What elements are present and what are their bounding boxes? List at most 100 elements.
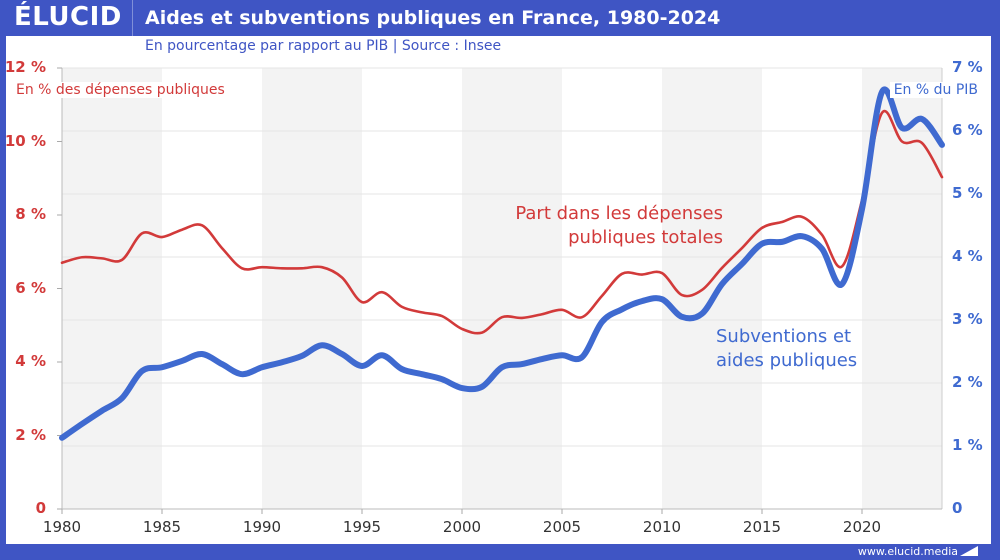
data-point-subventions — [679, 314, 685, 320]
data-point-subventions — [59, 435, 65, 441]
data-point-subventions — [779, 239, 785, 245]
data-point-subventions — [659, 296, 665, 302]
x-tick-label: 2000 — [442, 518, 482, 536]
data-point-depenses — [420, 310, 424, 314]
data-point-subventions — [519, 361, 525, 367]
data-point-subventions — [499, 364, 505, 370]
background-band — [462, 68, 562, 509]
data-point-depenses — [140, 231, 144, 235]
background-band — [262, 68, 362, 509]
chart-title: Aides et subventions publiques en France… — [145, 7, 721, 29]
data-point-depenses — [520, 316, 524, 320]
right-tick-label: 5 % — [952, 184, 983, 202]
data-point-subventions — [719, 281, 725, 287]
data-point-depenses — [320, 265, 324, 269]
data-point-depenses — [180, 228, 184, 232]
data-point-depenses — [220, 246, 224, 250]
data-point-subventions — [639, 298, 645, 304]
data-point-depenses — [600, 294, 604, 298]
data-point-depenses — [200, 223, 204, 227]
data-point-subventions — [799, 233, 805, 239]
annotation-subventions-line1: Subventions et — [716, 326, 852, 347]
data-point-depenses — [700, 288, 704, 292]
left-tick-label: 8 % — [15, 205, 46, 223]
data-point-depenses — [920, 141, 924, 145]
data-point-subventions — [99, 408, 105, 414]
data-point-depenses — [800, 215, 804, 219]
data-point-depenses — [680, 293, 684, 297]
data-point-depenses — [440, 314, 444, 318]
data-point-depenses — [500, 315, 504, 319]
data-point-subventions — [919, 116, 925, 122]
data-point-subventions — [539, 356, 545, 362]
data-point-subventions — [879, 89, 885, 95]
data-point-subventions — [699, 311, 705, 317]
right-tick-label: 1 % — [952, 436, 983, 454]
data-point-subventions — [459, 385, 465, 391]
data-point-subventions — [399, 366, 405, 372]
data-point-subventions — [559, 352, 565, 358]
annotation-depenses-line1: Part dans les dépenses — [515, 203, 723, 224]
data-point-subventions — [139, 368, 145, 374]
data-point-depenses — [300, 266, 304, 270]
annotation-subventions-line2: aides publiques — [716, 350, 858, 371]
data-point-subventions — [299, 353, 305, 359]
data-point-subventions — [479, 384, 485, 390]
data-point-subventions — [759, 241, 765, 247]
data-point-subventions — [159, 364, 165, 370]
x-tick-label: 1980 — [42, 518, 82, 536]
data-point-subventions — [419, 371, 425, 377]
data-point-subventions — [279, 359, 285, 365]
footer-url[interactable]: www.elucid.media — [857, 545, 958, 558]
x-tick-label: 1990 — [242, 518, 282, 536]
data-point-depenses — [340, 275, 344, 279]
right-tick-label: 7 % — [952, 58, 983, 76]
x-tick-label: 2005 — [542, 518, 582, 536]
left-tick-label: 6 % — [15, 278, 46, 297]
data-point-depenses — [240, 266, 244, 270]
x-tick-label: 1985 — [142, 518, 182, 536]
right-tick-label: 4 % — [952, 247, 983, 265]
data-point-subventions — [359, 363, 365, 369]
data-point-depenses — [120, 258, 124, 262]
data-point-subventions — [839, 281, 845, 287]
left-tick-label: 0 — [35, 499, 46, 517]
data-point-depenses — [620, 272, 624, 276]
logo: ÉLUCID — [14, 2, 122, 32]
right-tick-label: 3 % — [952, 310, 983, 328]
data-point-depenses — [380, 290, 384, 294]
data-point-depenses — [660, 271, 664, 275]
right-tick-label: 0 — [952, 499, 963, 517]
data-point-depenses — [640, 273, 644, 277]
left-tick-label: 4 % — [15, 352, 46, 370]
data-point-depenses — [840, 264, 844, 268]
annotation-depenses: Part dans les dépenses publiques totales — [505, 202, 723, 250]
data-point-depenses — [160, 235, 164, 239]
x-tick-label: 2010 — [642, 518, 682, 536]
series-line-depenses — [60, 109, 944, 335]
right-tick-label: 6 % — [952, 121, 983, 139]
data-point-depenses — [60, 261, 64, 265]
data-point-depenses — [740, 246, 744, 250]
annotation-depenses-line2: publiques totales — [568, 227, 723, 248]
data-point-depenses — [80, 255, 84, 259]
left-tick-label: 10 % — [4, 131, 46, 150]
data-point-depenses — [720, 266, 724, 270]
left-tick-label: 12 % — [4, 58, 46, 76]
data-point-subventions — [739, 261, 745, 267]
data-point-depenses — [580, 315, 584, 319]
right-axis-label: En % du PIB — [889, 82, 978, 98]
data-point-subventions — [179, 358, 185, 364]
data-point-subventions — [899, 125, 905, 131]
data-point-depenses — [940, 175, 944, 179]
data-point-depenses — [360, 300, 364, 304]
data-point-depenses — [280, 266, 284, 270]
data-point-depenses — [400, 305, 404, 309]
data-point-subventions — [859, 206, 865, 212]
data-point-depenses — [460, 327, 464, 331]
logo-divider — [132, 0, 133, 36]
right-tick-label: 2 % — [952, 373, 983, 391]
annotation-subventions: Subventions et aides publiques — [716, 325, 857, 373]
data-point-subventions — [219, 361, 225, 367]
data-point-subventions — [619, 306, 625, 312]
